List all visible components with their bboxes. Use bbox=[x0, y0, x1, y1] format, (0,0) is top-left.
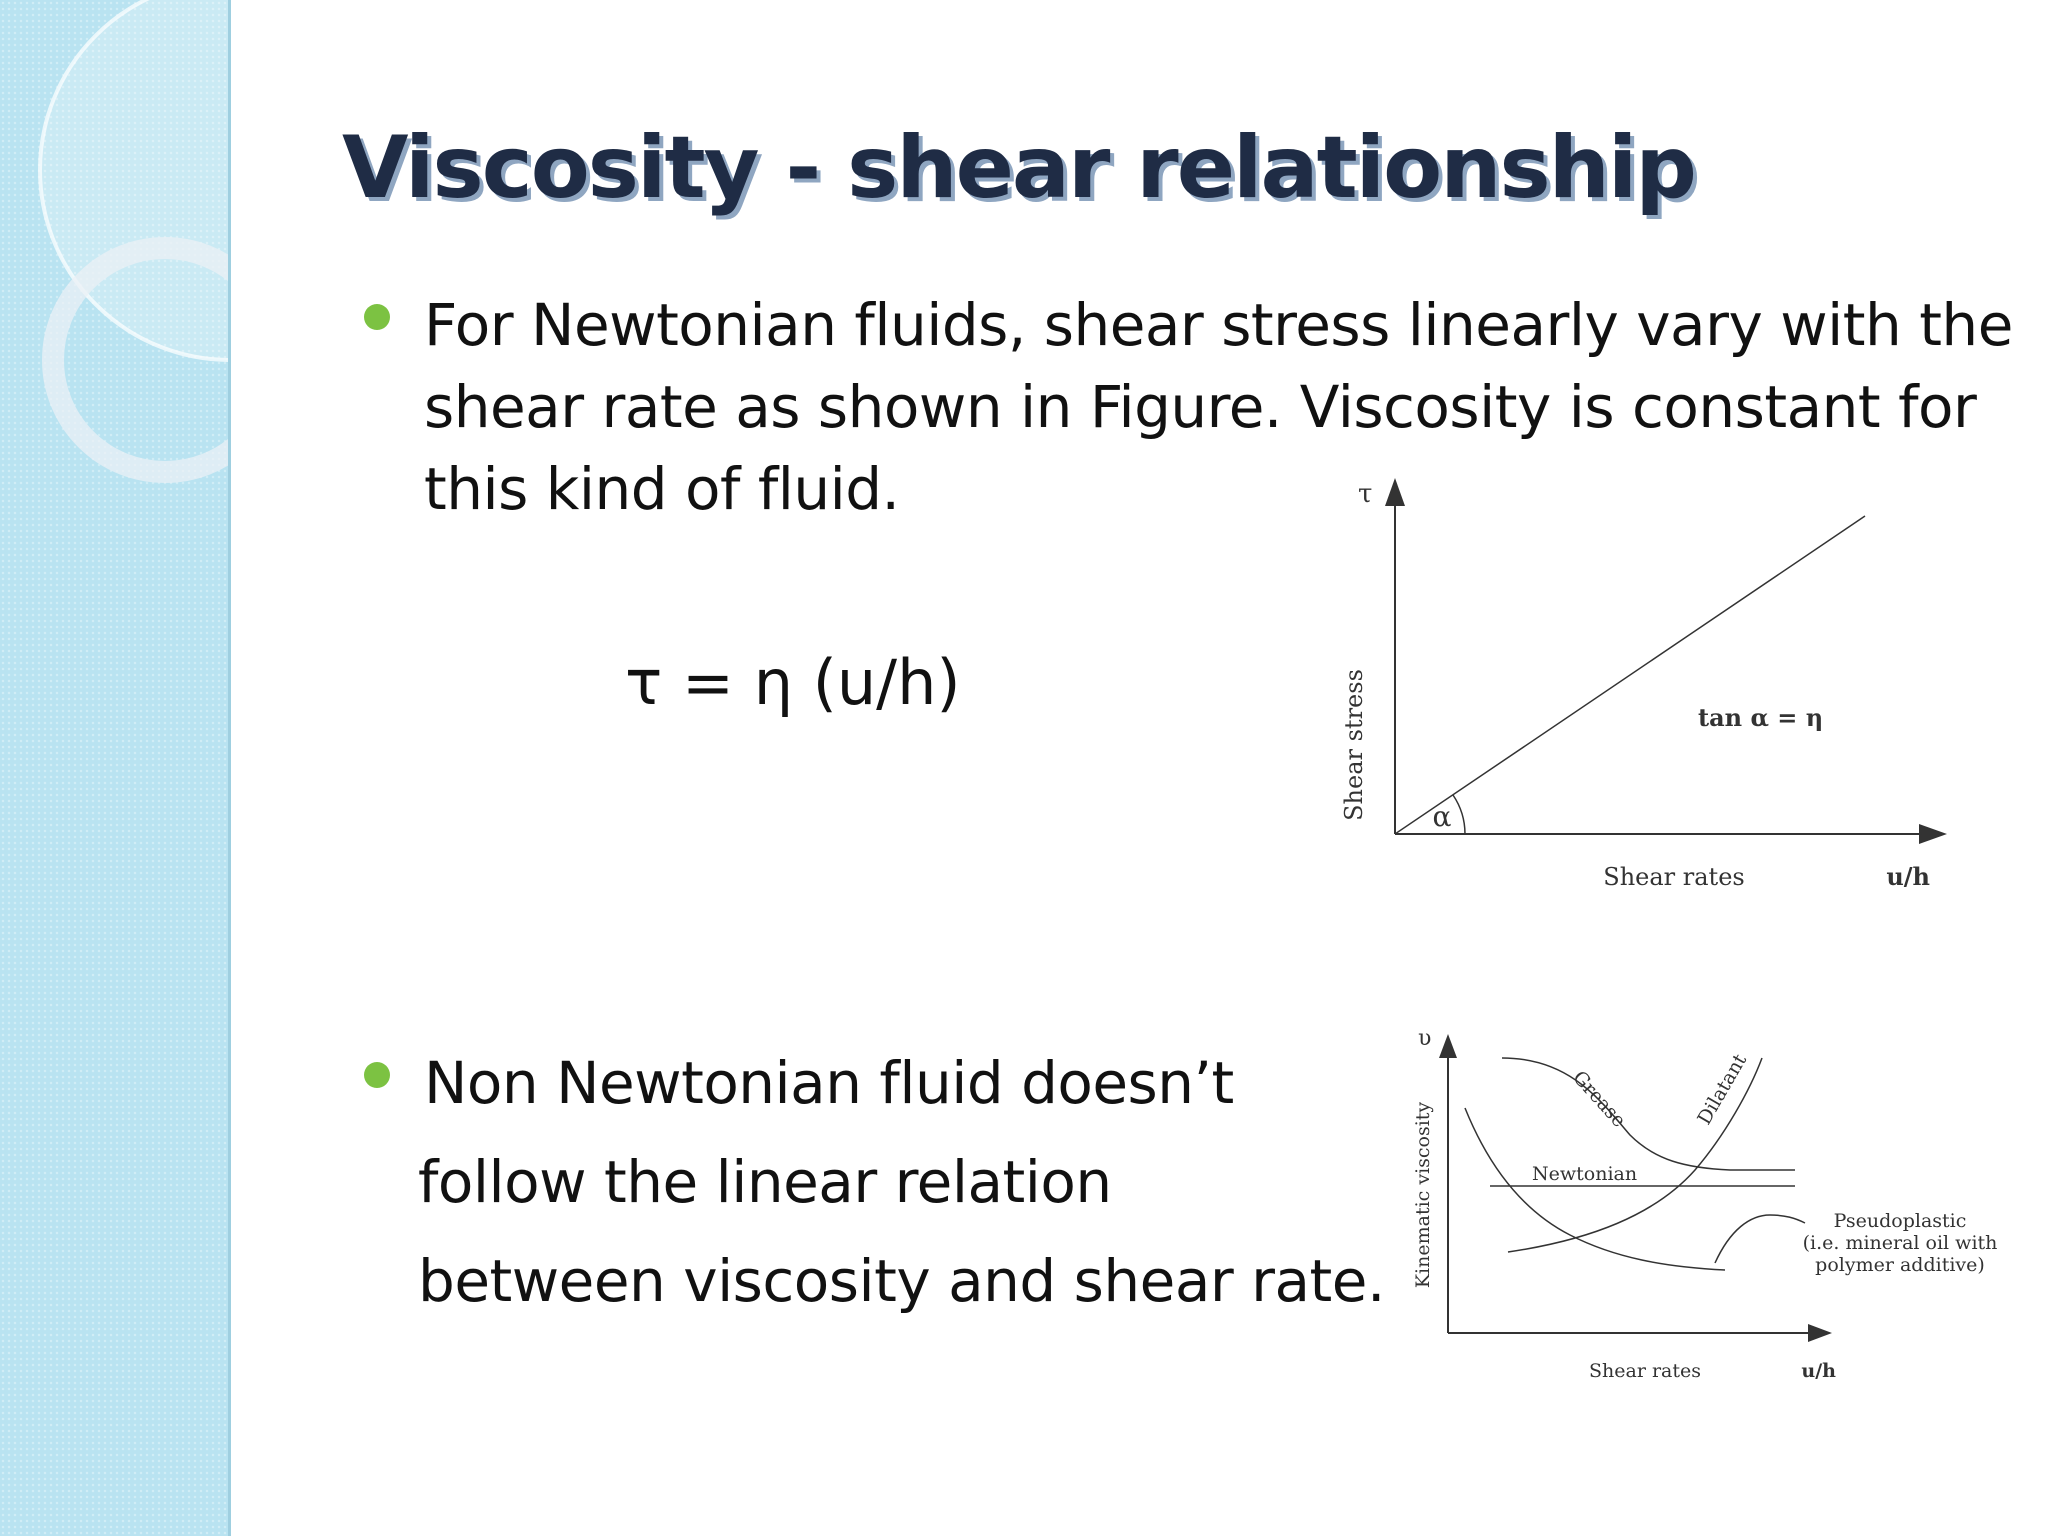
y-symbol: τ bbox=[1358, 479, 1372, 509]
sidebar-rings-graphic bbox=[38, 0, 228, 483]
dilatant-curve bbox=[1507, 1057, 1763, 1253]
pseudoplastic-label-2: (i.e. mineral oil with bbox=[1803, 1232, 1998, 1254]
slide-title: Viscosity - shear relationship bbox=[342, 118, 1697, 218]
pseudoplastic-label-1: Pseudoplastic bbox=[1834, 1210, 1967, 1232]
bullet-1-line-3: this kind of fluid. bbox=[424, 455, 900, 523]
x-axis-label: Shear rates bbox=[1589, 1360, 1701, 1382]
pseudoplastic-label-3: polymer additive) bbox=[1815, 1254, 1985, 1276]
bullet-dot-1 bbox=[364, 304, 390, 330]
pseudoplastic-curve bbox=[1464, 1107, 1726, 1271]
grease-curve bbox=[1501, 1057, 1795, 1171]
bullet-1-line-2: shear rate as shown in Figure. Viscosity… bbox=[424, 373, 1977, 441]
x-axis-label: Shear rates bbox=[1603, 863, 1744, 891]
bullet-2-line-3: between viscosity and shear rate. bbox=[418, 1247, 1385, 1315]
bullet-1-line-1: For Newtonian fluids, shear stress linea… bbox=[424, 291, 2013, 359]
non-newtonian-figure: υ Kinematic viscosity Grease Dilatant Ne… bbox=[1412, 1026, 1998, 1382]
angle-arc bbox=[1452, 794, 1466, 835]
newtonian-line bbox=[1394, 515, 1866, 835]
angle-label: α bbox=[1433, 800, 1452, 833]
slope-annotation: tan α = η bbox=[1698, 703, 1823, 732]
bullet-2-line-2: follow the linear relation bbox=[418, 1148, 1112, 1216]
pseudoplastic-additive-curve bbox=[1714, 1214, 1806, 1264]
y-symbol: υ bbox=[1418, 1026, 1431, 1051]
newtonian-label: Newtonian bbox=[1532, 1163, 1637, 1185]
y-axis-label: Shear stress bbox=[1340, 669, 1368, 821]
grease-label: Grease bbox=[1568, 1067, 1630, 1132]
dilatant-label: Dilatant bbox=[1693, 1050, 1751, 1128]
x-unit: u/h bbox=[1801, 1360, 1836, 1382]
bullet-dot-2 bbox=[364, 1062, 390, 1088]
bullet-2-line-1: Non Newtonian fluid doesn’t bbox=[424, 1049, 1234, 1117]
decorative-sidebar bbox=[0, 0, 231, 1536]
viscosity-equation: τ = η (u/h) bbox=[625, 646, 961, 719]
x-unit: u/h bbox=[1886, 862, 1930, 891]
y-axis-label: Kinematic viscosity bbox=[1412, 1102, 1434, 1289]
newtonian-figure: τ Shear stress α tan α = η Shear rates u… bbox=[1340, 478, 1947, 891]
